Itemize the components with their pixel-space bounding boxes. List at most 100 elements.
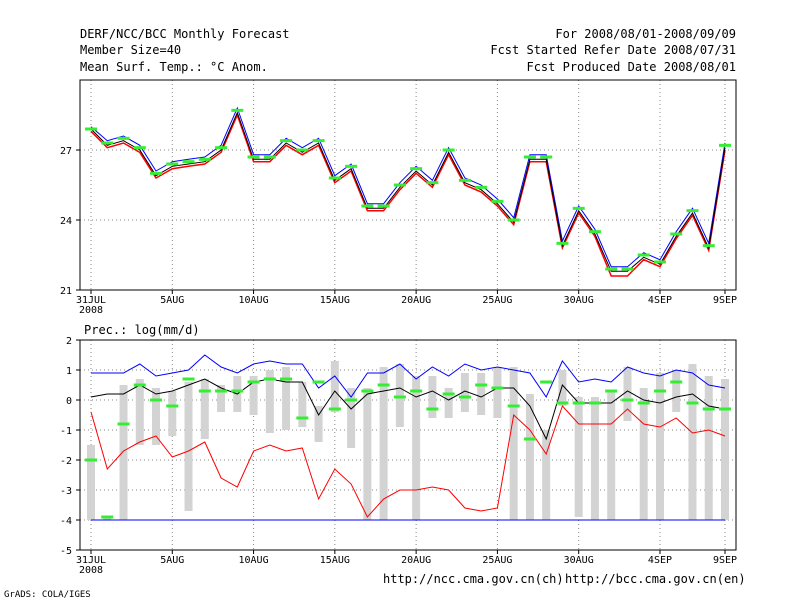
precipitation-y-ticks: -5 -4 -3 -2 -1 0 1 2	[60, 336, 80, 557]
x-tick-label: 9SEP	[713, 295, 737, 306]
observed-marker	[442, 148, 455, 152]
spread-box	[249, 376, 258, 415]
x-tick-label: 20AUG	[401, 555, 431, 566]
series-line-min	[90, 112, 726, 277]
x-tick-label: 5AUG	[160, 555, 184, 566]
precipitation-boxes	[87, 361, 729, 520]
observed-marker	[540, 380, 553, 384]
observed-marker	[117, 422, 130, 426]
series-line-min	[90, 405, 726, 518]
footer-grads-label: GrADS: COLA/IGES	[4, 590, 91, 600]
observed-marker	[507, 404, 520, 408]
spread-box	[87, 445, 95, 520]
x-tick-label: 9SEP	[713, 555, 737, 566]
observed-marker	[523, 437, 536, 441]
observed-marker	[296, 148, 309, 152]
observed-marker	[101, 515, 114, 519]
y-tick-label: 24	[60, 216, 72, 227]
observed-marker	[377, 383, 390, 387]
spread-box	[607, 391, 616, 520]
spread-box	[460, 373, 469, 412]
spread-box	[347, 388, 356, 448]
observed-marker	[572, 206, 585, 210]
spread-box	[639, 388, 648, 520]
spread-box	[363, 388, 372, 520]
observed-marker	[393, 395, 406, 399]
observed-marker	[150, 398, 163, 402]
observed-marker	[410, 167, 423, 171]
observed-marker	[166, 162, 179, 166]
footer-url-ch: http://ncc.cma.gov.cn(ch)	[383, 572, 564, 586]
y-tick-label: -5	[60, 546, 72, 557]
x-tick-label: 20AUG	[401, 295, 431, 306]
header-member-size: Member Size=40	[80, 43, 181, 57]
observed-marker	[637, 401, 650, 405]
temperature-series	[90, 106, 726, 277]
x-tick-label: 25AUG	[482, 555, 512, 566]
spread-box	[704, 376, 713, 520]
observed-marker	[523, 155, 536, 159]
observed-marker	[198, 389, 211, 393]
observed-marker	[280, 377, 293, 381]
observed-marker	[588, 230, 601, 234]
observed-marker	[719, 143, 731, 147]
observed-marker	[328, 176, 341, 180]
observed-marker	[133, 146, 146, 150]
observed-marker	[702, 407, 715, 411]
y-tick-label: 0	[66, 396, 72, 407]
spread-box	[168, 391, 177, 436]
x-tick-label: 30AUG	[564, 555, 594, 566]
x-tick-sublabel: 2008	[79, 305, 103, 316]
temperature-y-ticks: 21 24 27	[60, 146, 80, 297]
spread-box	[412, 376, 421, 520]
observed-marker	[458, 178, 471, 182]
x-tick-label: 5AUG	[160, 295, 184, 306]
observed-marker	[166, 404, 179, 408]
temperature-grid	[80, 80, 736, 290]
precipitation-frame	[79, 339, 737, 551]
precipitation-panel: Prec.: log(mm/d) -5 -4 -3 -2 -1 0 1 2 31JUL2008…	[60, 323, 737, 576]
header-variable: Mean Surf. Temp.: °C Anom.	[80, 60, 268, 74]
series-line-mean	[90, 111, 726, 272]
header-title: DERF/NCC/BCC Monthly Forecast	[80, 27, 290, 41]
spread-box	[558, 370, 567, 406]
x-tick-label: 30AUG	[564, 295, 594, 306]
spread-box	[200, 379, 209, 439]
observed-marker	[507, 218, 520, 222]
observed-marker	[312, 139, 325, 143]
observed-marker	[247, 155, 260, 159]
observed-marker	[670, 232, 683, 236]
observed-marker	[101, 141, 114, 145]
header-produced-date: Fcst Produced Date 2008/08/01	[526, 60, 736, 74]
observed-marker	[263, 377, 276, 381]
spread-box	[493, 367, 502, 418]
spread-box	[119, 385, 128, 520]
observed-marker	[637, 253, 650, 257]
observed-marker	[345, 398, 358, 402]
spread-box	[623, 367, 632, 421]
spread-box	[672, 370, 681, 412]
observed-marker	[85, 127, 97, 131]
observed-marker	[263, 155, 276, 159]
observed-marker	[215, 389, 228, 393]
y-tick-label: 21	[60, 286, 72, 297]
observed-marker	[686, 209, 699, 213]
spread-box	[590, 397, 599, 520]
series-line-max	[91, 354, 726, 399]
observed-marker	[686, 401, 699, 405]
spread-box	[217, 385, 226, 412]
spread-box	[282, 367, 291, 430]
observed-marker	[345, 164, 358, 168]
x-tick-label: 4SEP	[648, 295, 672, 306]
spread-box	[444, 388, 453, 418]
temperature-observed-markers	[85, 108, 731, 271]
observed-marker	[458, 395, 471, 399]
observed-marker	[605, 389, 618, 393]
y-tick-label: 1	[66, 366, 72, 377]
y-tick-label: 2	[66, 336, 72, 347]
observed-marker	[393, 183, 406, 187]
x-tick-label: 31JUL	[76, 295, 106, 306]
spread-box	[525, 394, 534, 520]
